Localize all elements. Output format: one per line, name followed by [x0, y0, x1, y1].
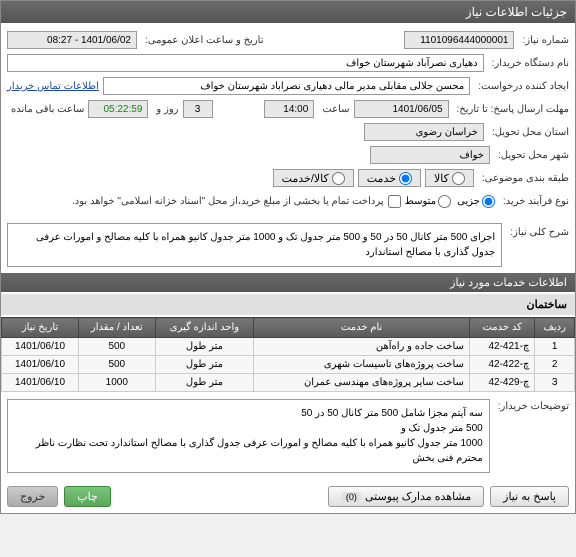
- attach-count: (0): [341, 492, 362, 502]
- subject-type-label: طبقه بندی موضوعی:: [478, 173, 569, 184]
- sharh-label: شرح کلی نیاز:: [506, 221, 569, 238]
- saat-baghi-label: ساعت باقی مانده: [7, 104, 84, 115]
- cell-n: 3: [535, 374, 575, 392]
- radio-motavaset-input[interactable]: [438, 195, 451, 208]
- process-type-label: نوع فرآیند خرید:: [499, 196, 569, 207]
- button-bar: پاسخ به نیاز مشاهده مدارک پیوستی (0) چاپ…: [1, 480, 575, 513]
- deadline-date: 1401/06/05: [354, 100, 449, 118]
- buyer-field: دهیاری نصرآباد شهرستان خواف: [7, 54, 484, 72]
- radio-kala-khadmat-input[interactable]: [332, 172, 345, 185]
- cell-code: چ-429-42: [469, 374, 535, 392]
- col-qty: تعداد / مقدار: [79, 318, 156, 338]
- table-row: 1چ-421-42ساخت جاده و راه‌آهنمتر طول50014…: [2, 338, 575, 356]
- services-group: ساختمان: [1, 294, 575, 315]
- close-button[interactable]: خروج: [7, 486, 58, 507]
- cell-unit: متر طول: [155, 338, 254, 356]
- sharh-text: اجرای 500 متر کانال 50 در 50 و 500 متر ج…: [7, 223, 502, 267]
- niaz-no-field: 1101096444000001: [404, 31, 514, 49]
- print-button[interactable]: چاپ: [64, 486, 111, 507]
- countdown-field: 05:22:59: [88, 100, 148, 118]
- contact-link[interactable]: اطلاعات تماس خریدار: [7, 81, 99, 92]
- buyer-label: نام دستگاه خریدار:: [488, 58, 569, 69]
- table-row: 2چ-422-42ساخت پروژه‌های تاسیسات شهریمتر …: [2, 356, 575, 374]
- requester-field: محسن جلالی مقابلی مدیر مالی دهیاری نصراب…: [103, 77, 470, 95]
- radio-jozi-input[interactable]: [482, 195, 495, 208]
- info-section: شماره نیاز: 1101096444000001 تاریخ و ساع…: [1, 23, 575, 218]
- reply-button[interactable]: پاسخ به نیاز: [490, 486, 569, 507]
- cell-qty: 500: [79, 338, 156, 356]
- cell-code: چ-421-42: [469, 338, 535, 356]
- announce-label: تاریخ و ساعت اعلان عمومی:: [141, 35, 264, 46]
- buyer-notes-text: سه آیتم مجزا شامل 500 متر کانال 50 در 50…: [7, 399, 490, 473]
- rooz-va-label: روز و: [152, 104, 178, 115]
- deadline-label: مهلت ارسال پاسخ: تا تاریخ:: [453, 104, 569, 115]
- radio-kala[interactable]: کالا: [425, 169, 474, 187]
- col-date: تاریخ نیاز: [2, 318, 79, 338]
- treasury-checkbox[interactable]: [388, 195, 401, 208]
- city-field: خواف: [370, 146, 490, 164]
- cell-name: ساخت جاده و راه‌آهن: [254, 338, 470, 356]
- cell-date: 1401/06/10: [2, 374, 79, 392]
- cell-unit: متر طول: [155, 374, 254, 392]
- page-header: جزئیات اطلاعات نیاز: [1, 1, 575, 23]
- radio-kala-khadmat[interactable]: کالا/خدمت: [273, 169, 354, 187]
- province-field: خراسان رضوی: [364, 123, 484, 141]
- cell-name: ساخت سایر پروژه‌های مهندسی عمران: [254, 374, 470, 392]
- col-unit: واحد اندازه گیری: [155, 318, 254, 338]
- table-row: 3چ-429-42ساخت سایر پروژه‌های مهندسی عمرا…: [2, 374, 575, 392]
- niaz-no-label: شماره نیاز:: [518, 35, 569, 46]
- cell-name: ساخت پروژه‌های تاسیسات شهری: [254, 356, 470, 374]
- city-label: شهر محل تحویل:: [494, 150, 569, 161]
- radio-khadmat[interactable]: خدمت: [358, 169, 421, 187]
- announce-field: 1401/06/02 - 08:27: [7, 31, 137, 49]
- province-label: استان محل تحویل:: [488, 127, 569, 138]
- cell-n: 2: [535, 356, 575, 374]
- deadline-time: 14:00: [264, 100, 314, 118]
- days-remaining: 3: [183, 100, 213, 118]
- saat-label-1: ساعت: [318, 104, 349, 115]
- cell-date: 1401/06/10: [2, 338, 79, 356]
- buyer-notes-label: توضیحات خریدار:: [494, 395, 569, 412]
- page-title: جزئیات اطلاعات نیاز: [466, 5, 567, 19]
- cell-date: 1401/06/10: [2, 356, 79, 374]
- col-row: ردیف: [535, 318, 575, 338]
- cell-n: 1: [535, 338, 575, 356]
- radio-motavaset[interactable]: متوسط: [405, 195, 451, 208]
- cell-qty: 500: [79, 356, 156, 374]
- attachments-button[interactable]: مشاهده مدارک پیوستی (0): [328, 486, 484, 507]
- cell-code: چ-422-42: [469, 356, 535, 374]
- cell-unit: متر طول: [155, 356, 254, 374]
- radio-kala-input[interactable]: [452, 172, 465, 185]
- radio-khadmat-input[interactable]: [399, 172, 412, 185]
- radio-jozi[interactable]: جزیی: [457, 195, 495, 208]
- services-title: اطلاعات خدمات مورد نیاز: [1, 273, 575, 292]
- services-table: ردیف کد خدمت نام خدمت واحد اندازه گیری ت…: [1, 317, 575, 392]
- requester-label: ایجاد کننده درخواست:: [474, 81, 569, 92]
- col-code: کد خدمت: [469, 318, 535, 338]
- cell-qty: 1000: [79, 374, 156, 392]
- col-name: نام خدمت: [254, 318, 470, 338]
- process-note: پرداخت تمام یا بخشی از مبلغ خرید،از محل …: [68, 196, 384, 207]
